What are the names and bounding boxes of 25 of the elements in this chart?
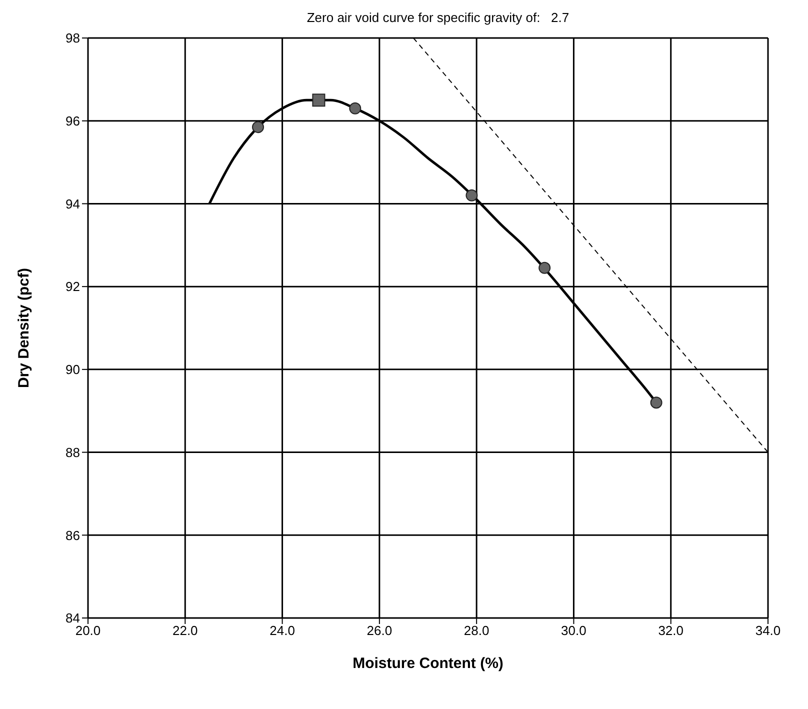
x-tick-label: 34.0 [755, 623, 781, 638]
x-axis-title: Moisture Content (%) [352, 655, 504, 672]
y-tick-label: 90 [66, 362, 80, 378]
y-tick-label: 86 [66, 528, 80, 543]
point [466, 189, 478, 202]
x-tick-label: 26.0 [366, 623, 392, 638]
point [252, 121, 264, 134]
x-tick-label: 24.0 [270, 623, 295, 638]
y-axis-title: Dry Density (pcf) [15, 268, 32, 388]
y-tick-label: 98 [66, 30, 80, 46]
point [349, 102, 362, 114]
point [650, 396, 662, 409]
point [538, 262, 551, 274]
point [312, 94, 326, 107]
x-tick-label: 32.0 [658, 623, 684, 638]
chart-title: Zero air void curve for specific gravity of: 2.7 [306, 10, 570, 25]
y-tick-label: 92 [66, 279, 80, 294]
y-tick-label: 94 [66, 196, 80, 212]
x-tick-label: 20.0 [75, 623, 101, 638]
y-tick-label: 96 [66, 113, 80, 128]
y-tick-label: 88 [66, 444, 80, 460]
y-tick-label: 84 [66, 610, 80, 626]
x-tick-label: 22.0 [172, 623, 198, 638]
x-tick-label: 28.0 [464, 623, 490, 638]
x-tick-label: 30.0 [561, 623, 586, 638]
